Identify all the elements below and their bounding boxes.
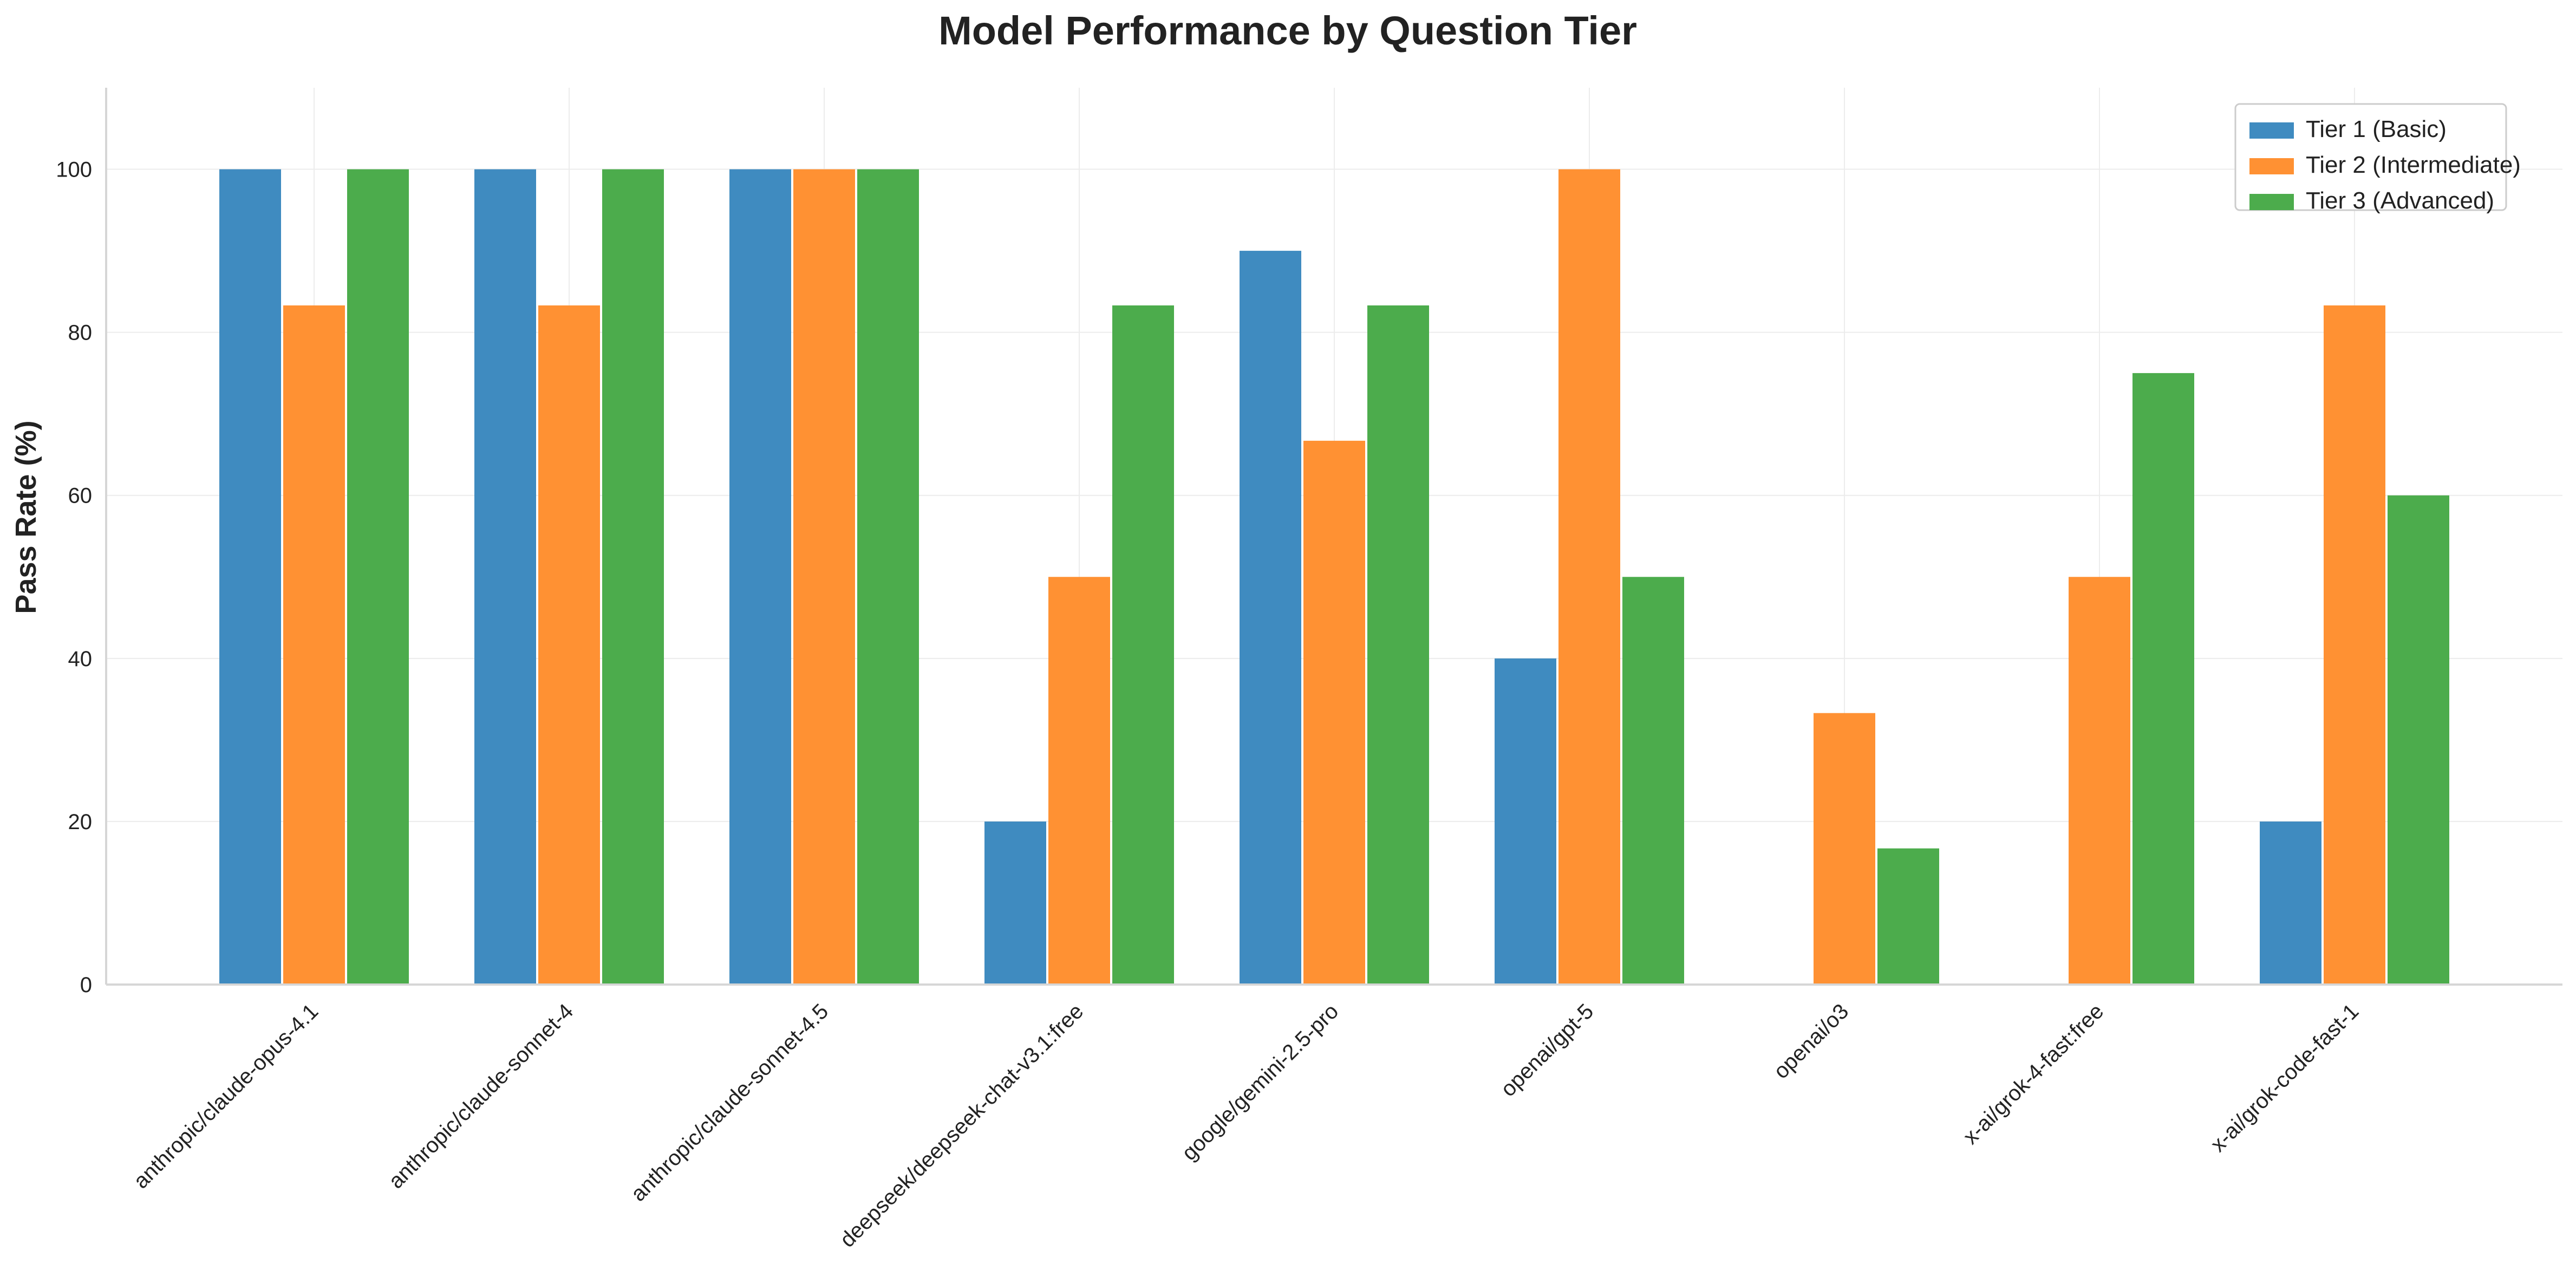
- bar: [1558, 169, 1620, 985]
- bar: [347, 169, 409, 985]
- bars: [219, 169, 2449, 985]
- bar: [2132, 373, 2194, 985]
- legend-box: [2234, 103, 2507, 211]
- bar: [1240, 251, 1301, 985]
- bar: [857, 169, 919, 985]
- chart-title: Model Performance by Question Tier: [938, 8, 1637, 53]
- bar: [283, 305, 345, 985]
- bar: [538, 305, 600, 985]
- bar: [2260, 821, 2321, 985]
- bar: [729, 169, 791, 985]
- bar: [793, 169, 855, 985]
- bar: [474, 169, 536, 985]
- legend-swatch: [2249, 194, 2294, 210]
- bar: [1048, 577, 1110, 985]
- bar: [1495, 658, 1556, 985]
- legend: Tier 1 (Basic) Tier 2 (Intermediate) Tier …: [2234, 103, 2521, 214]
- bar: [2069, 577, 2130, 985]
- bar: [1367, 305, 1429, 985]
- bar: [602, 169, 664, 985]
- y-tick-label: 100: [56, 158, 92, 182]
- legend-swatch: [2249, 158, 2294, 174]
- y-tick-label: 0: [80, 973, 92, 997]
- y-tick-labels: 0 20 40 60 80 100: [56, 158, 92, 997]
- bar: [1877, 848, 1939, 985]
- y-axis-label: Pass Rate (%): [10, 420, 42, 614]
- y-tick-label: 40: [68, 647, 93, 671]
- y-tick-label: 60: [68, 484, 93, 508]
- bar: [2388, 495, 2449, 985]
- bar: [984, 821, 1046, 985]
- bar: [1622, 577, 1684, 985]
- legend-label: Tier 3 (Advanced): [2306, 187, 2494, 214]
- bar: [219, 169, 281, 985]
- bar: [1814, 713, 1875, 985]
- bar: [1303, 440, 1365, 985]
- axes: [105, 88, 2562, 986]
- legend-label: Tier 1 (Basic): [2306, 116, 2447, 142]
- bar: [2324, 305, 2385, 985]
- bar: [1112, 305, 1174, 985]
- y-tick-label: 20: [68, 810, 93, 834]
- y-tick-label: 80: [68, 321, 93, 345]
- legend-swatch: [2249, 122, 2294, 139]
- legend-label: Tier 2 (Intermediate): [2306, 152, 2521, 178]
